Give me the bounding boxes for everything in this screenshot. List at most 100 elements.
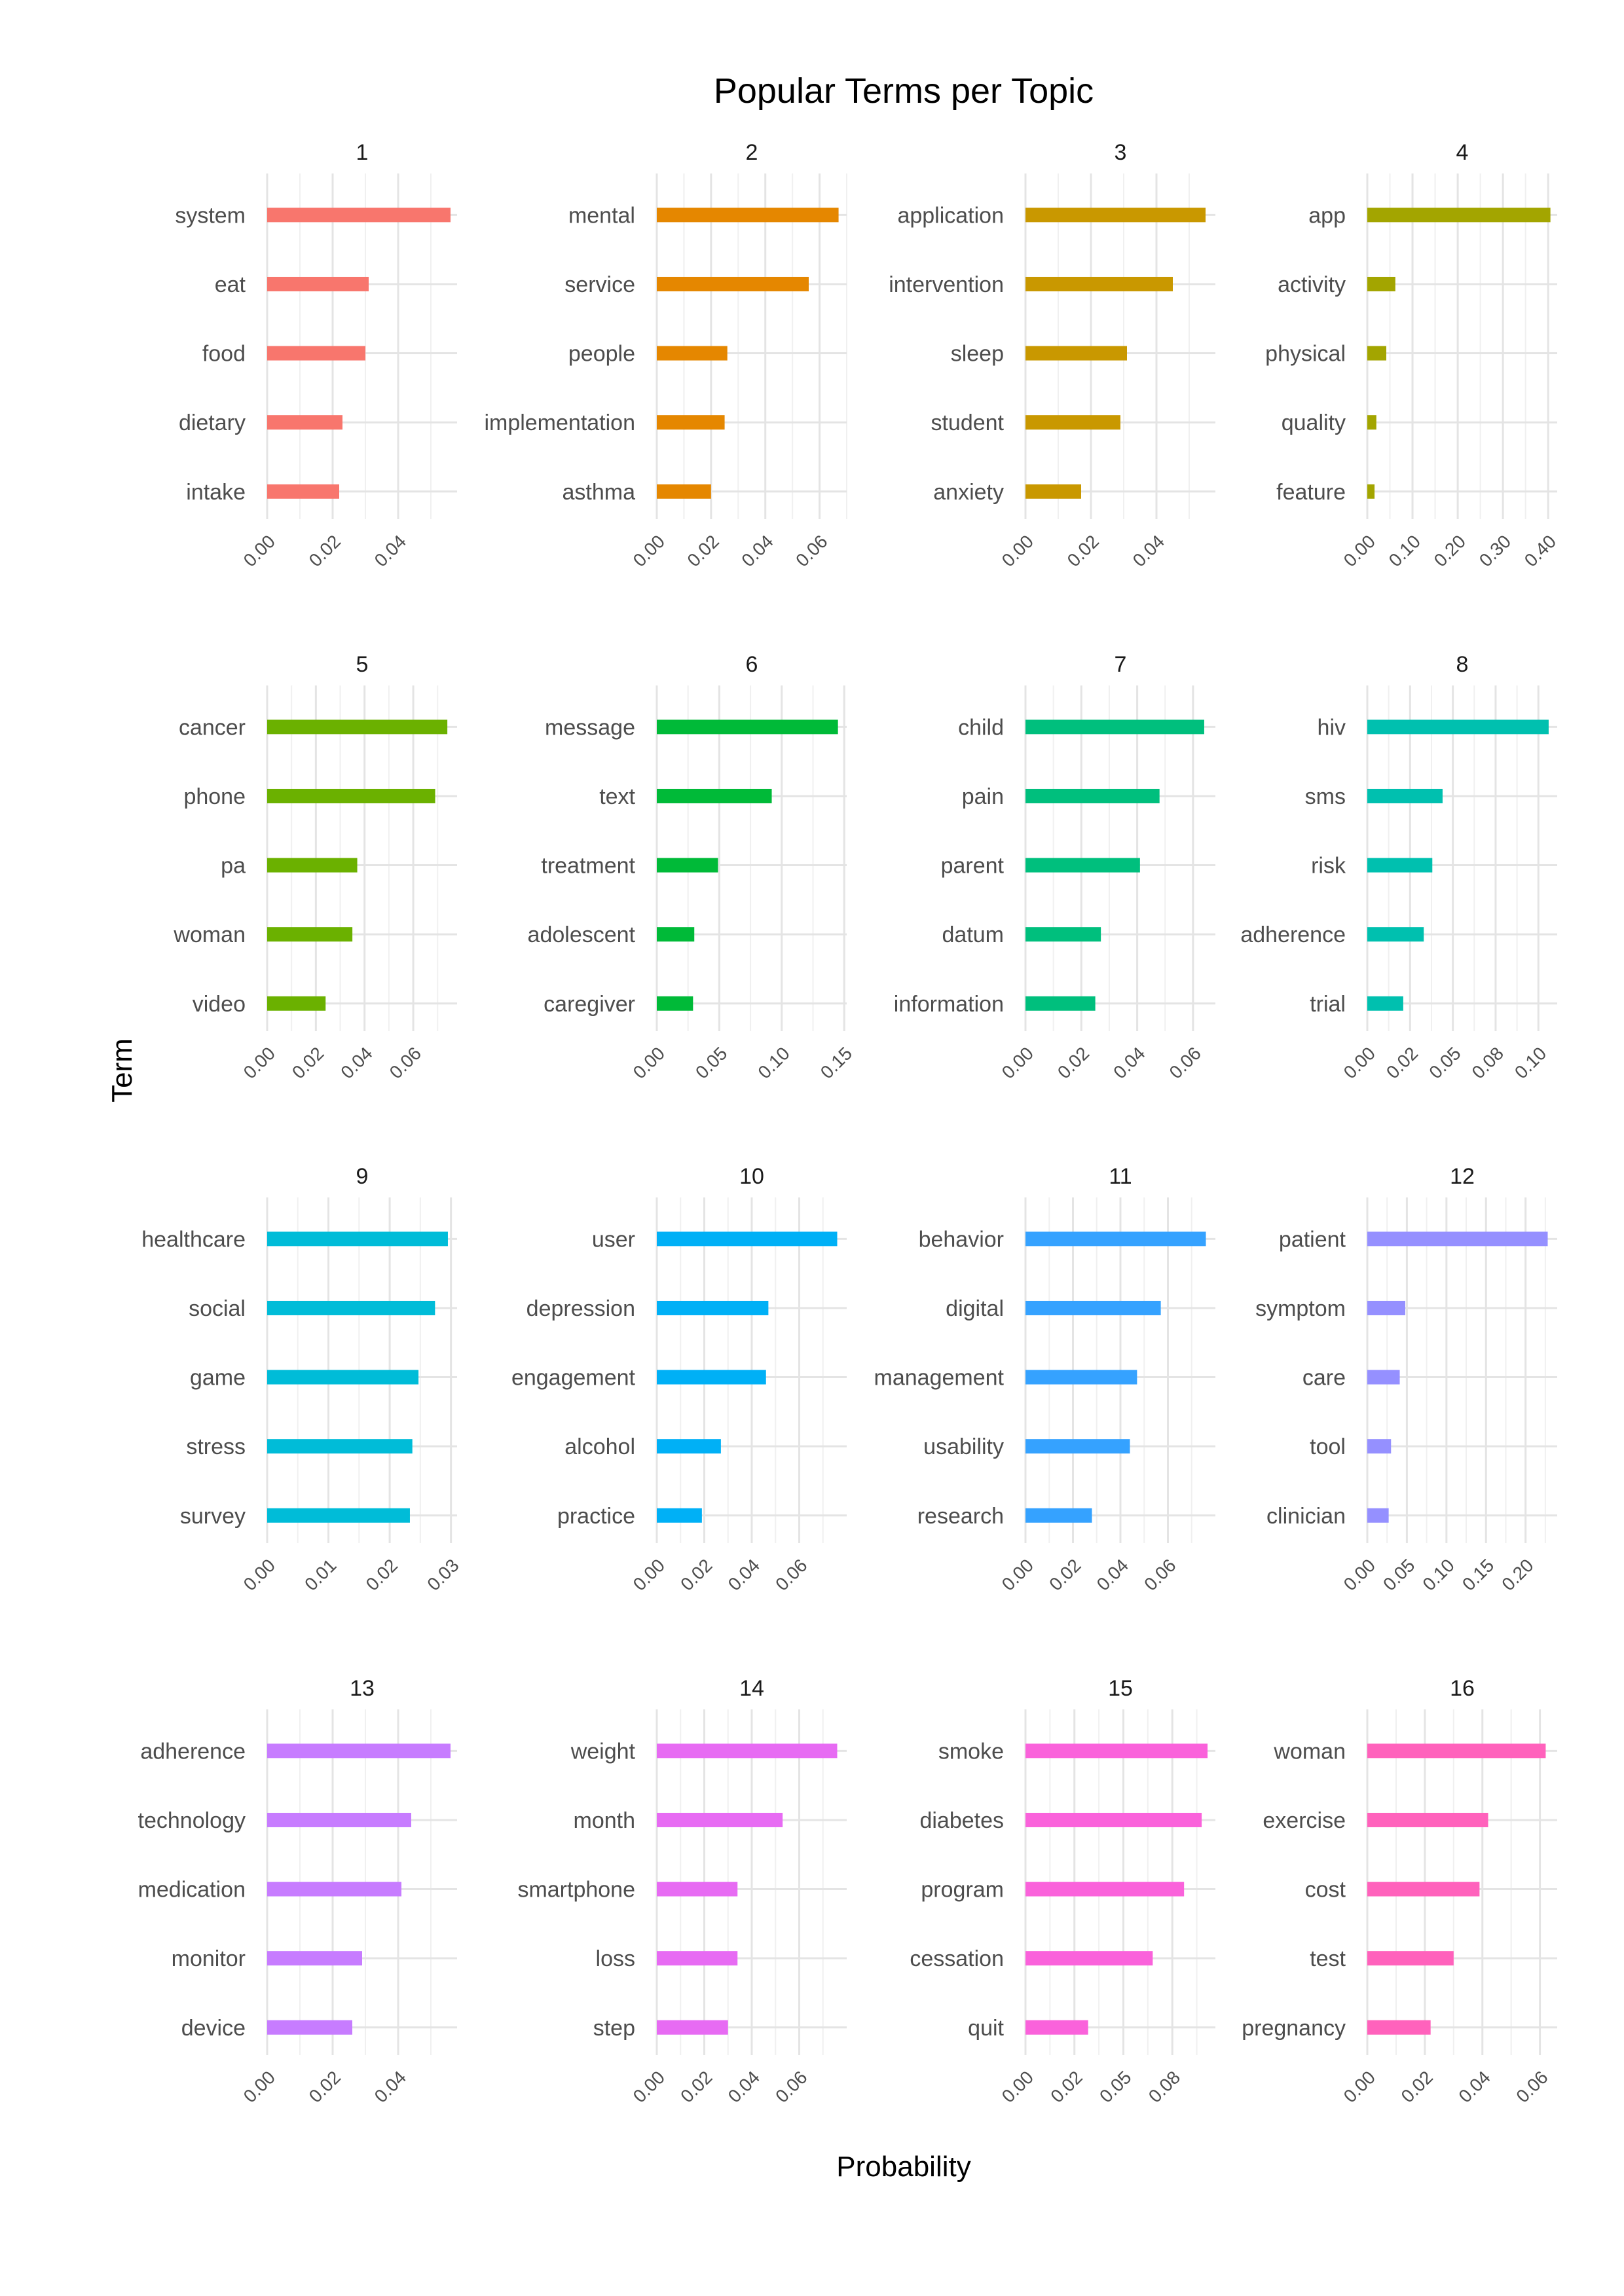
facet-strip-label: 16 xyxy=(1450,1676,1475,1701)
x-tick-label: 0.06 xyxy=(1140,1555,1179,1594)
bar-step xyxy=(657,2020,728,2035)
bar-smartphone xyxy=(657,1882,738,1897)
bar-cancer xyxy=(267,720,448,735)
term-label: digital xyxy=(946,1296,1004,1321)
x-tick-label: 0.10 xyxy=(1511,1043,1550,1082)
term-label: feature xyxy=(1276,480,1346,505)
term-label: service xyxy=(564,272,635,297)
x-tick-label: 0.00 xyxy=(1340,2067,1379,2106)
x-tick-label: 0.02 xyxy=(676,1555,716,1594)
term-label: practice xyxy=(557,1504,635,1529)
x-tick-label: 0.02 xyxy=(362,1555,401,1594)
facet-panel-2: 2 mental service people implementation asthma… xyxy=(484,140,847,571)
x-tick-label: 0.08 xyxy=(1145,2067,1184,2106)
term-label: smoke xyxy=(938,1739,1004,1764)
x-axis-title: Probability xyxy=(836,2151,971,2183)
term-label: sleep xyxy=(951,342,1004,367)
bar-intervention xyxy=(1025,276,1173,291)
bar-survey xyxy=(267,1508,410,1523)
term-label: device xyxy=(181,2016,246,2041)
bar-quality xyxy=(1367,415,1376,430)
term-label: step xyxy=(593,2016,635,2041)
facet-panel-5: 5 cancer phone pa woman video 0.00 0.02 0.04 0.06 xyxy=(173,652,457,1083)
bar-digital xyxy=(1025,1300,1161,1315)
bar-tool xyxy=(1367,1439,1392,1454)
x-tick-label: 0.00 xyxy=(1340,1043,1379,1082)
term-label: loss xyxy=(596,1946,635,1971)
bar-symptom xyxy=(1367,1300,1405,1315)
facet-strip-label: 6 xyxy=(746,652,758,677)
term-label: care xyxy=(1302,1366,1346,1391)
term-label: woman xyxy=(173,922,246,947)
term-label: eat xyxy=(215,272,246,297)
term-label: caregiver xyxy=(544,992,635,1017)
term-label: activity xyxy=(1278,272,1346,297)
bar-smoke xyxy=(1025,1743,1208,1758)
bar-program xyxy=(1025,1882,1185,1897)
bar-hiv xyxy=(1367,720,1549,735)
x-tick-label: 0.06 xyxy=(771,2067,811,2106)
x-tick-label: 0.05 xyxy=(1425,1043,1464,1082)
bar-cost xyxy=(1367,1882,1480,1897)
term-label: stress xyxy=(186,1434,246,1459)
term-label: people xyxy=(568,342,635,367)
term-label: clinician xyxy=(1266,1504,1346,1529)
term-label: social xyxy=(189,1296,246,1321)
term-label: cost xyxy=(1305,1878,1346,1903)
term-label: pain xyxy=(962,784,1004,809)
bar-parent xyxy=(1025,858,1140,873)
bar-management xyxy=(1025,1370,1137,1385)
facet-panel-11: 11 behavior digital management usability rese… xyxy=(874,1164,1215,1595)
facet-strip-label: 3 xyxy=(1115,140,1127,165)
bar-asthma xyxy=(657,484,711,499)
x-tick-label: 0.00 xyxy=(629,1555,669,1594)
facet-strip-label: 9 xyxy=(356,1164,369,1189)
facet-panel-12: 12 patient symptom care tool clinician 0.00 0.0… xyxy=(1255,1164,1557,1595)
x-tick-label: 0.00 xyxy=(240,1043,279,1082)
x-tick-label: 0.01 xyxy=(301,1555,340,1594)
x-tick-label: 0.10 xyxy=(754,1043,793,1082)
facet-strip-label: 15 xyxy=(1108,1676,1133,1701)
bar-research xyxy=(1025,1508,1092,1523)
term-label: video xyxy=(193,992,246,1017)
facet-strip-label: 12 xyxy=(1450,1164,1475,1189)
facet-strip-label: 11 xyxy=(1109,1164,1132,1189)
bar-message xyxy=(657,720,838,735)
bar-pregnancy xyxy=(1367,2020,1431,2035)
facet-panel-1: 1 system eat food dietary intake 0.00 0.02 0.04 xyxy=(175,140,457,571)
term-label: smartphone xyxy=(517,1878,635,1903)
x-tick-label: 0.02 xyxy=(1382,1043,1422,1082)
bar-implementation xyxy=(657,415,725,430)
bar-activity xyxy=(1367,276,1395,291)
bar-healthcare xyxy=(267,1231,448,1247)
x-tick-label: 0.04 xyxy=(724,1555,764,1594)
term-label: month xyxy=(574,1808,636,1833)
x-tick-label: 0.06 xyxy=(1166,1043,1205,1082)
bar-trial xyxy=(1367,996,1403,1011)
bar-sleep xyxy=(1025,346,1127,361)
term-label: intake xyxy=(186,480,246,505)
x-tick-label: 0.03 xyxy=(423,1555,462,1594)
x-tick-label: 0.02 xyxy=(684,531,723,570)
x-tick-label: 0.00 xyxy=(240,1555,279,1594)
bar-mental xyxy=(657,208,839,223)
x-tick-label: 0.20 xyxy=(1498,1555,1537,1594)
term-label: hiv xyxy=(1318,715,1346,740)
bar-text xyxy=(657,788,772,803)
bar-cessation xyxy=(1025,1951,1153,1966)
term-label: information xyxy=(894,992,1004,1017)
term-label: mental xyxy=(568,203,635,228)
x-tick-label: 0.04 xyxy=(737,531,777,570)
facet-strip-label: 10 xyxy=(739,1164,764,1189)
bar-adherence xyxy=(267,1743,451,1758)
bar-pa xyxy=(267,858,358,873)
x-tick-label: 0.04 xyxy=(724,2067,764,2106)
x-tick-label: 0.00 xyxy=(629,531,669,570)
term-label: pregnancy xyxy=(1242,2016,1346,2041)
term-label: tool xyxy=(1310,1434,1346,1459)
bar-application xyxy=(1025,208,1206,223)
term-label: quality xyxy=(1282,410,1346,435)
bar-datum xyxy=(1025,927,1101,942)
